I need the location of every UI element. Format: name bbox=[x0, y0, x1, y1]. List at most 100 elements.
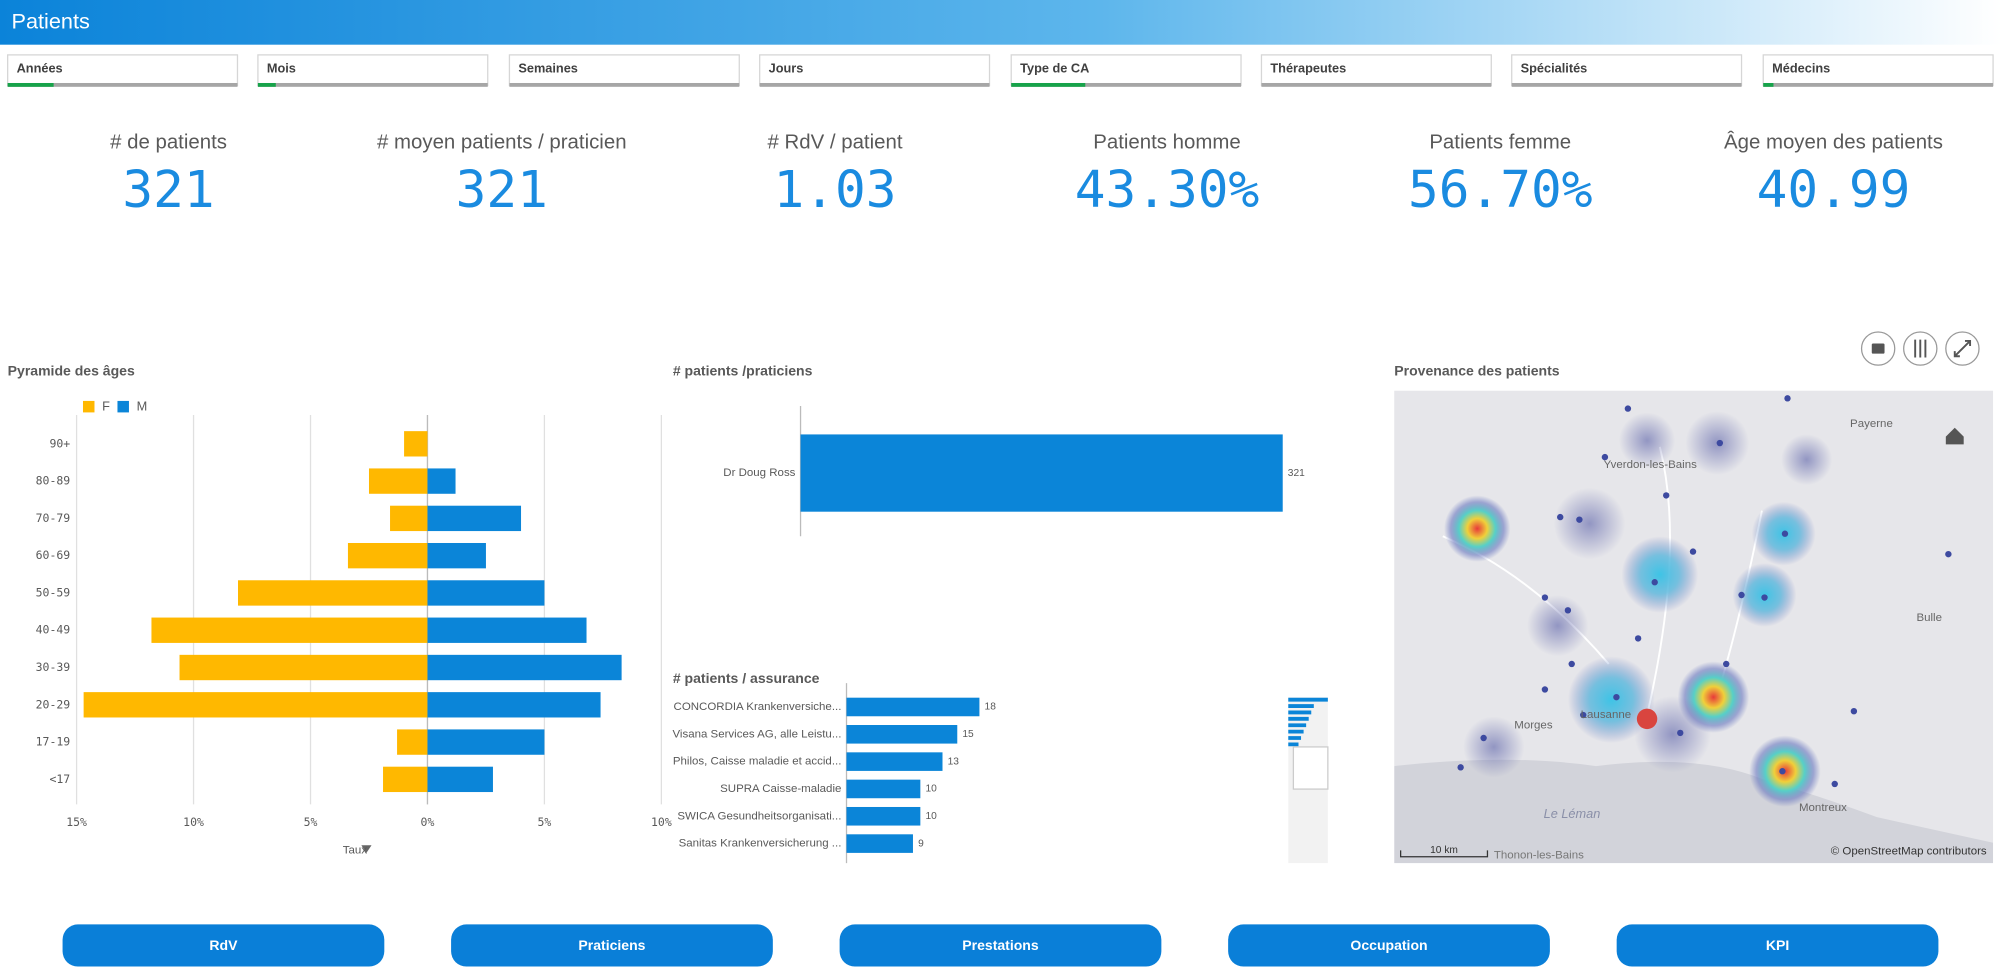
bar[interactable] bbox=[427, 766, 493, 793]
legend-swatch bbox=[82, 400, 95, 413]
scroll-preview[interactable] bbox=[1288, 697, 1329, 864]
bar[interactable] bbox=[846, 752, 943, 771]
bar[interactable] bbox=[83, 692, 428, 718]
scale-label: 10 km bbox=[1430, 845, 1458, 856]
filter-label[interactable]: Jours bbox=[769, 60, 804, 75]
bar[interactable] bbox=[846, 834, 913, 853]
x-tick-label: 0% bbox=[421, 815, 435, 829]
heat bbox=[1634, 695, 1711, 773]
bar[interactable] bbox=[846, 779, 921, 799]
nav-button[interactable] bbox=[62, 924, 385, 967]
heat bbox=[1567, 656, 1655, 744]
y-tick-label: 30-39 bbox=[36, 660, 71, 674]
filter-label[interactable]: Thérapeutes bbox=[1270, 60, 1346, 75]
bar[interactable] bbox=[179, 654, 428, 681]
heat bbox=[1527, 594, 1589, 657]
value-label: 9 bbox=[918, 838, 924, 849]
y-tick-label: 80-89 bbox=[36, 474, 71, 488]
filter-label[interactable]: Médecins bbox=[1772, 60, 1830, 75]
kpi-value: 40.99 bbox=[1757, 161, 1911, 220]
nav-button[interactable] bbox=[839, 924, 1162, 967]
bar[interactable] bbox=[427, 468, 456, 494]
heat bbox=[1621, 536, 1699, 613]
value-label: 13 bbox=[948, 756, 960, 767]
filter-label[interactable]: Type de CA bbox=[1020, 60, 1089, 75]
bar[interactable] bbox=[390, 505, 428, 532]
bar[interactable] bbox=[383, 766, 428, 793]
nav-button-label[interactable]: KPI bbox=[1766, 937, 1789, 953]
filter-label[interactable]: Années bbox=[17, 60, 63, 75]
bar[interactable] bbox=[368, 468, 428, 494]
filter-label[interactable]: Mois bbox=[267, 60, 296, 75]
home-icon[interactable] bbox=[1945, 427, 1964, 445]
kpi-label: Patients femme bbox=[1429, 131, 1571, 153]
y-tick-label: Sanitas Krankenversicherung ... bbox=[679, 838, 842, 850]
filter-box[interactable] bbox=[7, 54, 239, 87]
nav-button-label[interactable]: Praticiens bbox=[578, 937, 645, 953]
filter-box[interactable] bbox=[257, 54, 489, 87]
filter-box[interactable] bbox=[508, 54, 740, 87]
filter-progress bbox=[509, 82, 740, 87]
place-label: Thonon-les-Bains bbox=[1494, 849, 1584, 861]
filter-box[interactable] bbox=[1010, 54, 1242, 87]
bar[interactable] bbox=[397, 729, 428, 755]
x-tick-label: 5% bbox=[537, 815, 551, 829]
bar[interactable] bbox=[427, 505, 522, 532]
chart-title: # patients /praticiens bbox=[673, 362, 813, 378]
sort-icon[interactable] bbox=[361, 845, 372, 853]
filter-label[interactable]: Spécialités bbox=[1521, 60, 1588, 75]
nav-button[interactable] bbox=[451, 924, 773, 967]
bar[interactable] bbox=[846, 725, 958, 744]
nav-button[interactable] bbox=[1228, 924, 1550, 967]
heat bbox=[1781, 434, 1833, 486]
bar[interactable] bbox=[800, 434, 1283, 512]
kpi-label: Patients homme bbox=[1093, 131, 1240, 153]
filter-selected bbox=[1763, 82, 1774, 87]
y-tick-label: Visana Services AG, alle Leistu... bbox=[672, 728, 841, 740]
filter-progress bbox=[759, 82, 990, 87]
x-tick-label: 15% bbox=[66, 815, 87, 829]
filter-box[interactable] bbox=[1260, 54, 1492, 87]
x-tick-label: 10% bbox=[183, 815, 204, 829]
bar[interactable] bbox=[347, 542, 428, 569]
y-tick-label: Philos, Caisse maladie et accid... bbox=[673, 756, 842, 768]
bar[interactable] bbox=[846, 806, 921, 826]
legend-label: M bbox=[137, 399, 148, 414]
kpi-label: # RdV / patient bbox=[768, 131, 903, 153]
bar[interactable] bbox=[404, 431, 428, 457]
map-marker[interactable] bbox=[1636, 708, 1658, 730]
kpi-value: 321 bbox=[456, 161, 548, 220]
bar[interactable] bbox=[427, 729, 545, 755]
chart-title: # patients / assurance bbox=[673, 670, 820, 686]
filter-selected bbox=[1011, 82, 1086, 87]
bar[interactable] bbox=[846, 697, 980, 717]
bar[interactable] bbox=[427, 654, 622, 681]
bar[interactable] bbox=[151, 617, 428, 643]
y-tick-label: SWICA Gesundheitsorganisati... bbox=[677, 810, 841, 822]
map[interactable]: Payerne Yverdon-les-Bains Bulle Morges L… bbox=[1394, 390, 1994, 864]
bar[interactable] bbox=[238, 580, 428, 606]
y-tick-label: 50-59 bbox=[36, 585, 71, 599]
nav-button[interactable] bbox=[1616, 924, 1939, 967]
bar[interactable] bbox=[427, 580, 545, 606]
place-label: Montreux bbox=[1799, 802, 1847, 814]
nav-button-label[interactable]: RdV bbox=[209, 937, 238, 953]
nav-button-label[interactable]: Occupation bbox=[1350, 937, 1427, 953]
map-title: Provenance des patients bbox=[1394, 362, 1560, 378]
bar[interactable] bbox=[427, 692, 601, 718]
filter-progress bbox=[1511, 82, 1742, 87]
scale-bar bbox=[1399, 850, 1489, 858]
nav-button-label[interactable]: Prestations bbox=[962, 937, 1039, 953]
place-label: Lausanne bbox=[1581, 709, 1631, 721]
attribution[interactable]: © OpenStreetMap contributors bbox=[1831, 846, 1987, 858]
scroll-bars bbox=[1288, 697, 1328, 747]
filter-label[interactable]: Semaines bbox=[518, 60, 578, 75]
bar[interactable] bbox=[427, 542, 486, 569]
x-tick-label: 5% bbox=[304, 815, 318, 829]
legend-swatch bbox=[117, 400, 129, 413]
y-tick-label: Dr Doug Ross bbox=[723, 467, 795, 479]
y-tick-label: 60-69 bbox=[36, 548, 71, 562]
map-layers: Payerne Yverdon-les-Bains Bulle Morges L… bbox=[1394, 395, 1994, 864]
y-tick-label: 40-49 bbox=[36, 623, 71, 637]
bar[interactable] bbox=[427, 617, 587, 643]
